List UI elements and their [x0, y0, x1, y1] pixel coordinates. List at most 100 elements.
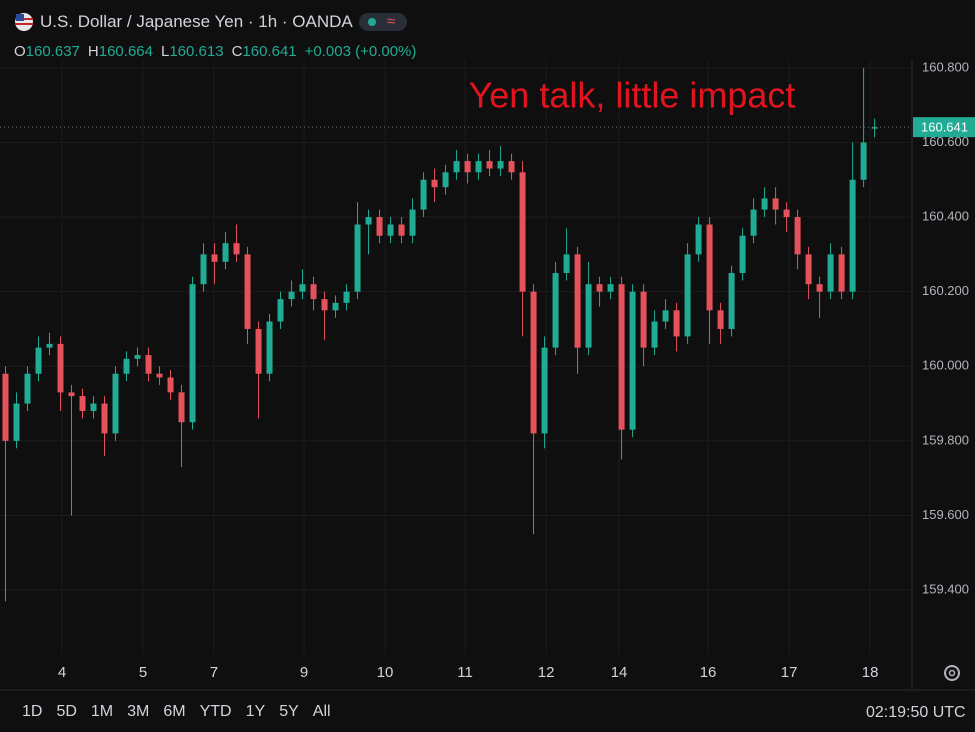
ohlc-value: 160.641 — [242, 43, 297, 60]
x-tick-label: 11 — [457, 664, 473, 681]
candle-body — [805, 254, 812, 285]
candle-body — [266, 321, 273, 374]
candle-body — [706, 224, 713, 311]
ohlc-key: H — [87, 43, 99, 60]
settings-icon[interactable] — [944, 665, 960, 681]
candle-body — [178, 392, 185, 423]
svg-text:≈: ≈ — [387, 13, 395, 30]
x-tick-label: 5 — [139, 664, 147, 681]
candle-body — [112, 373, 119, 434]
candle-body — [277, 299, 284, 322]
candle-body — [68, 392, 75, 397]
candle-body — [134, 355, 141, 359]
range-button[interactable]: 6M — [163, 703, 186, 720]
candle-body — [871, 127, 878, 129]
y-tick-label: 159.400 — [922, 582, 969, 597]
candle-body — [519, 172, 526, 292]
range-button[interactable]: 1D — [22, 703, 43, 720]
candle-body — [13, 403, 20, 441]
ohlc-key: C — [231, 43, 243, 60]
y-tick-label: 160.400 — [922, 208, 969, 223]
candle-body — [508, 161, 515, 173]
candle-body — [24, 373, 31, 404]
candle-body — [189, 284, 196, 423]
candle-body — [783, 209, 790, 218]
candle-body — [728, 273, 735, 329]
candle-body — [607, 284, 614, 292]
candle-body — [849, 179, 856, 292]
flag-icon — [15, 13, 33, 31]
status-icons: ≈ — [358, 13, 407, 31]
range-button[interactable]: 3M — [127, 703, 150, 720]
ohlc-value: 160.613 — [169, 43, 224, 60]
ohlc-key: L — [160, 43, 170, 60]
candle-body — [200, 254, 207, 285]
candle-body — [343, 291, 350, 303]
candle-body — [640, 291, 647, 348]
candle-body — [244, 254, 251, 329]
candle-body — [299, 284, 306, 292]
candle-body — [453, 161, 460, 173]
candle-body — [497, 161, 504, 169]
candle-body — [816, 284, 823, 292]
candle-body — [772, 198, 779, 210]
candle-body — [563, 254, 570, 274]
candle-body — [629, 291, 636, 430]
candle-body — [442, 172, 449, 188]
chart-title: U.S. Dollar / Japanese Yen · 1h · OANDA — [40, 12, 353, 31]
x-tick-label: 4 — [58, 664, 66, 681]
candle-body — [464, 161, 471, 173]
range-button[interactable]: 5D — [56, 703, 77, 720]
candle-body — [398, 224, 405, 236]
candle-body — [475, 161, 482, 173]
candle-body — [431, 179, 438, 188]
candle-body — [596, 284, 603, 292]
x-tick-label: 18 — [862, 664, 879, 681]
candle-body — [695, 224, 702, 255]
range-button[interactable]: All — [312, 703, 331, 720]
candle-body — [684, 254, 691, 337]
y-tick-label: 159.600 — [922, 507, 969, 522]
annotation: Yen talk, little impact — [469, 75, 796, 116]
candle-body — [123, 358, 130, 374]
candle-body — [717, 310, 724, 329]
candle-body — [794, 217, 801, 255]
last-price-tag — [913, 117, 975, 138]
candle-body — [827, 254, 834, 292]
candle-body — [530, 291, 537, 434]
candle-body — [35, 347, 42, 374]
ohlc-key: O — [14, 43, 26, 60]
x-tick-label: 14 — [611, 664, 628, 681]
candle-body — [541, 347, 548, 434]
y-tick-label: 160.000 — [922, 358, 969, 373]
candle-body — [761, 198, 768, 210]
y-tick-label: 160.600 — [922, 134, 969, 149]
range-button[interactable]: 1M — [90, 703, 114, 720]
candle-body — [409, 209, 416, 236]
x-tick-label: 9 — [300, 664, 308, 681]
x-tick-label: 12 — [538, 664, 555, 681]
candle-body — [365, 217, 372, 225]
candle-body — [167, 377, 174, 393]
candle-body — [2, 373, 9, 441]
candle-body — [673, 310, 680, 337]
range-button[interactable]: 5Y — [279, 703, 299, 720]
candle-body — [662, 310, 669, 322]
candle-body — [420, 179, 427, 210]
candle-body — [618, 284, 625, 430]
candle-body — [57, 343, 64, 393]
range-button[interactable]: YTD — [199, 703, 232, 720]
candle-body — [651, 321, 658, 348]
range-button[interactable]: 1Y — [245, 703, 266, 720]
x-tick-label: 7 — [210, 664, 218, 681]
candle-body — [233, 243, 240, 255]
candle-body — [332, 302, 339, 311]
candle-body — [222, 243, 229, 262]
y-tick-label: 160.800 — [922, 59, 969, 74]
candle-body — [90, 403, 97, 412]
candle-body — [255, 328, 262, 374]
candle-body — [376, 217, 383, 236]
ohlc-change: +0.003 (+0.00%) — [304, 43, 417, 60]
candle-body — [838, 254, 845, 292]
